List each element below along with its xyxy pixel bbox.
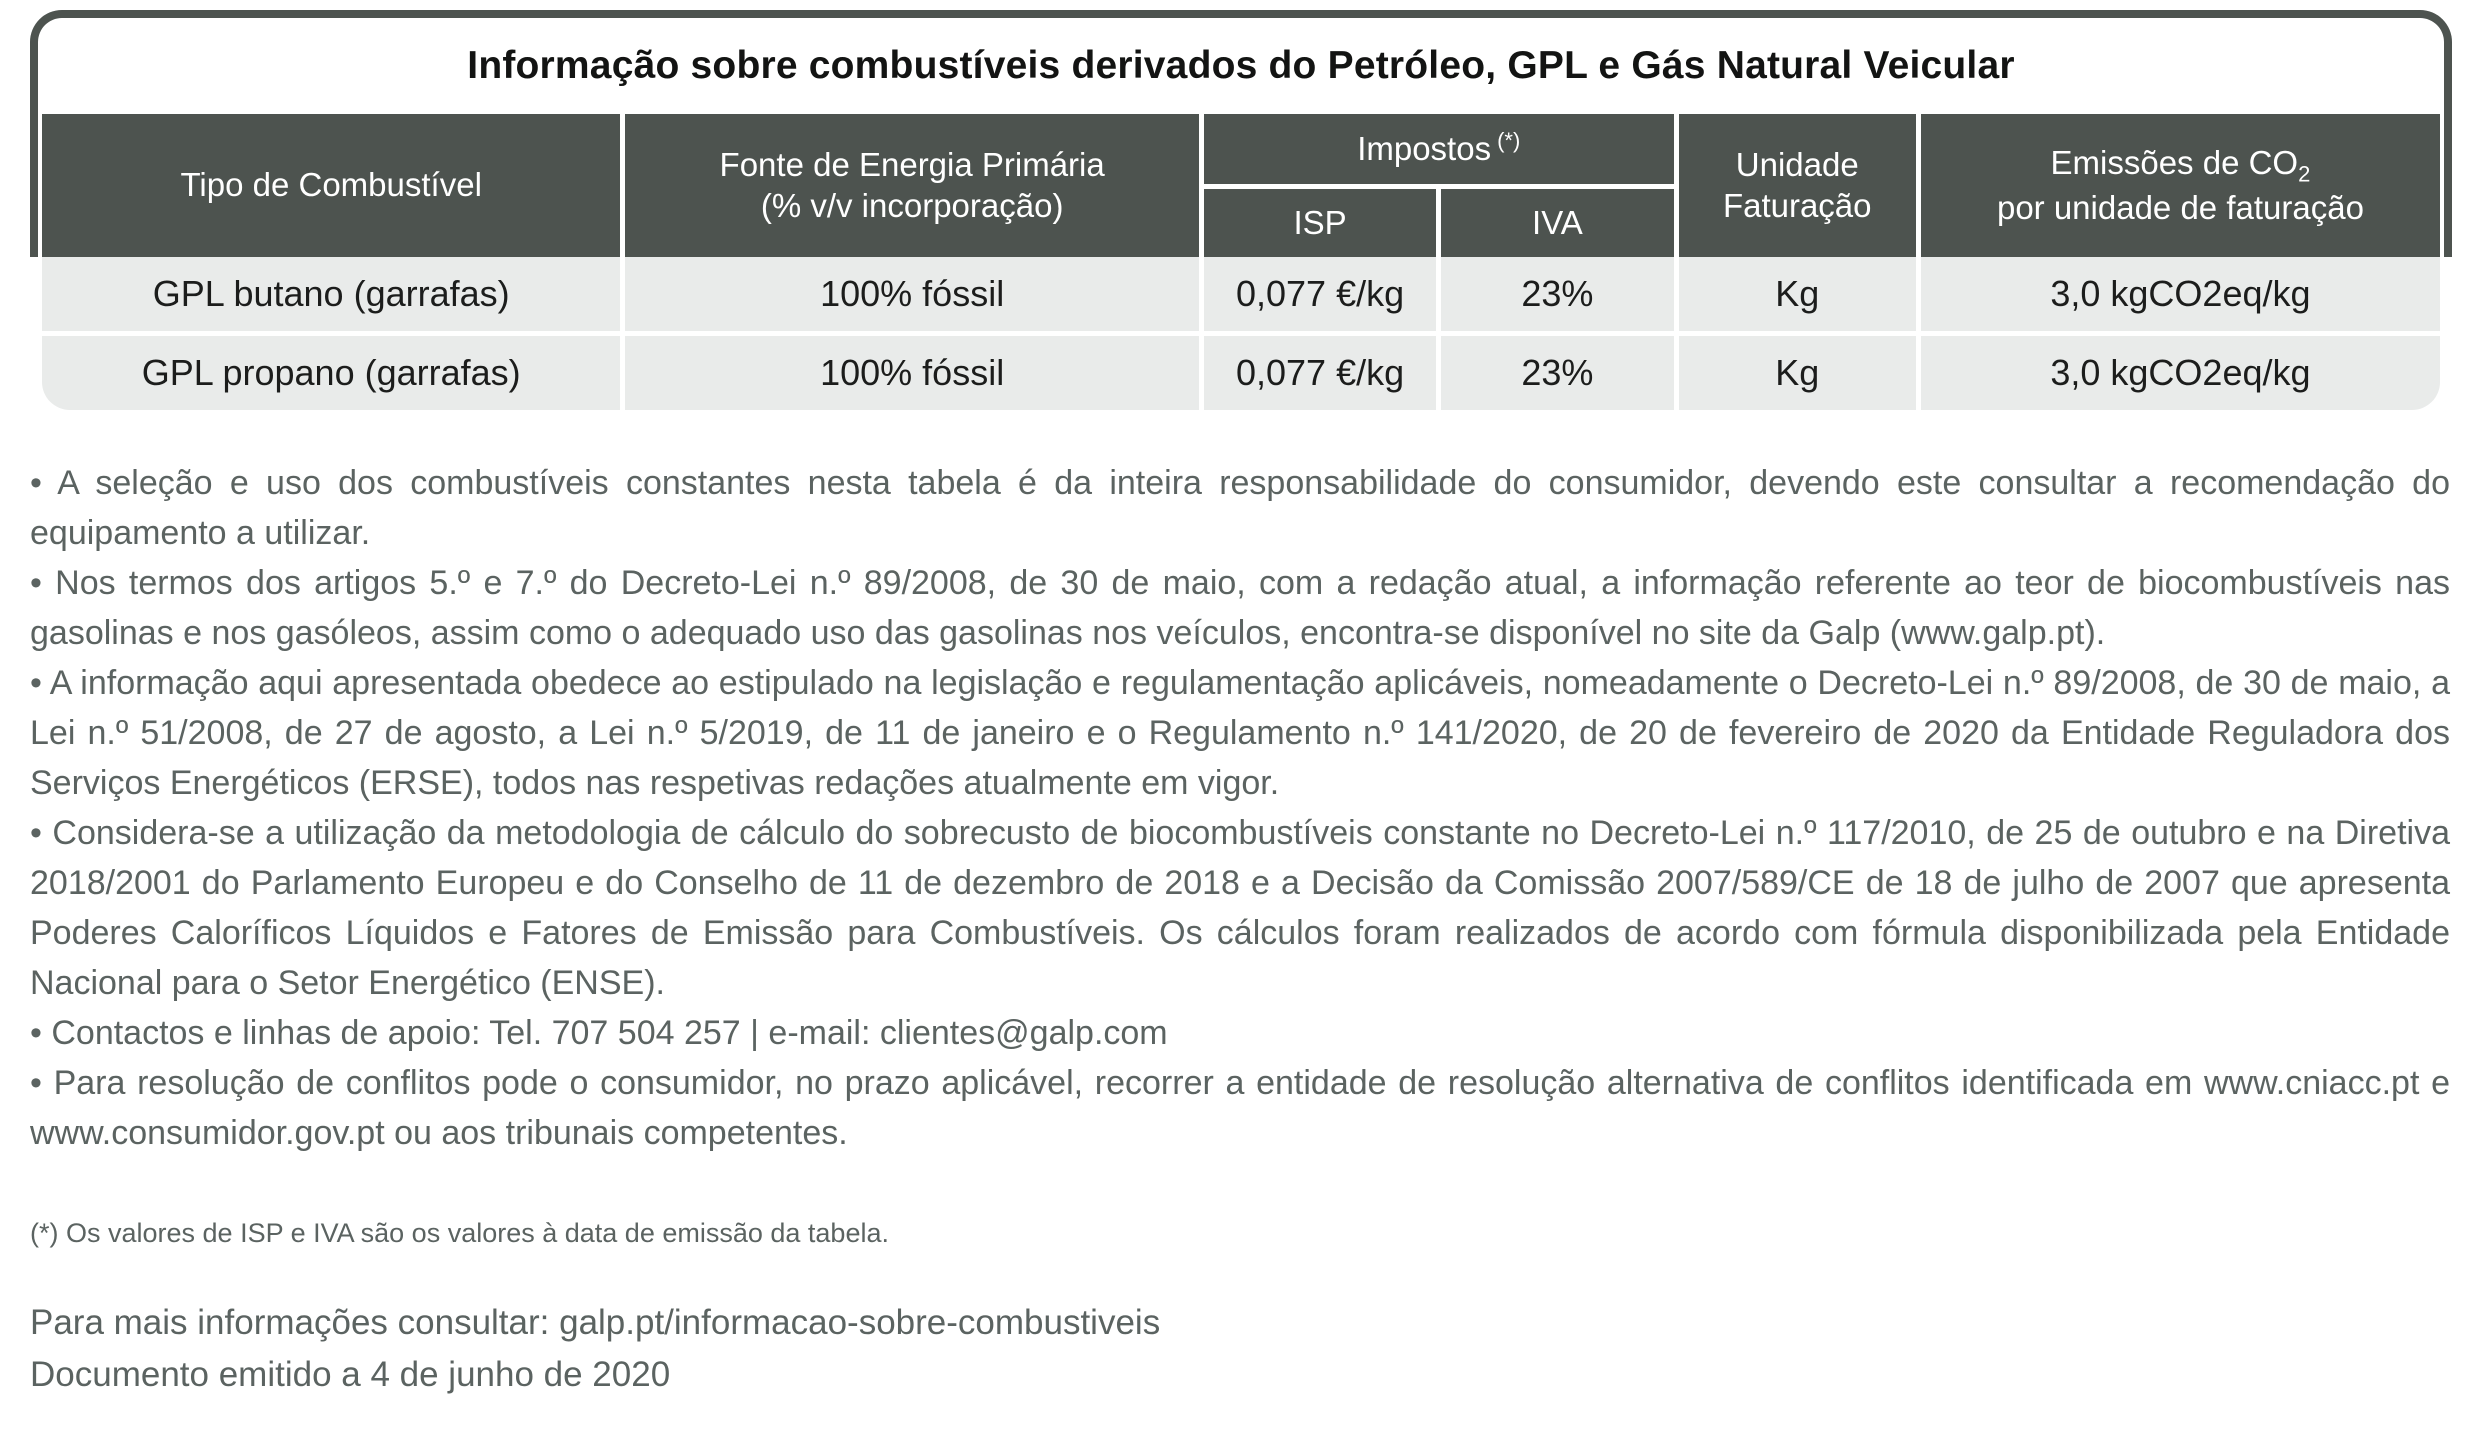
table-row-1-isp: 0,077 €/kg xyxy=(1203,257,1437,331)
col-header-energy-source: Fonte de Energia Primária (% v/v incorpo… xyxy=(625,114,1199,257)
table-row-2-unit: Kg xyxy=(1678,336,1916,410)
table-row-1-iva: 23% xyxy=(1441,257,1674,331)
table-row-2-emissions: 3,0 kgCO2eq/kg xyxy=(1920,336,2440,410)
note-dispute-resolution: • Para resolução de conflitos pode o con… xyxy=(30,1064,2450,1152)
table-row-2-source: 100% fóssil xyxy=(625,336,1199,410)
document-footer: Para mais informações consultar: galp.pt… xyxy=(30,1297,2450,1401)
col-header-iva: IVA xyxy=(1441,189,1674,257)
isp-iva-footnote: (*) Os valores de ISP e IVA são os valor… xyxy=(30,1218,889,1248)
col-header-billing-unit-line1: Unidade xyxy=(1735,146,1859,184)
table-row-1-unit: Kg xyxy=(1678,257,1916,331)
col-header-isp-label: ISP xyxy=(1293,203,1347,241)
col-header-energy-source-line1: Fonte de Energia Primária xyxy=(719,146,1105,184)
table-row-2-isp: 0,077 €/kg xyxy=(1203,336,1437,410)
col-header-emissions-line2: por unidade de faturação xyxy=(1996,189,2364,227)
note-biofuel-content-info: • Nos termos dos artigos 5.º e 7.º do De… xyxy=(30,564,2450,652)
legal-notes: • A seleção e uso dos combustíveis const… xyxy=(30,458,2450,1158)
col-header-isp: ISP xyxy=(1203,189,1437,257)
col-header-billing-unit: Unidade Faturação xyxy=(1678,114,1916,257)
col-header-fuel-type: Tipo de Combustível xyxy=(42,114,621,257)
footer-issue-date: Documento emitido a 4 de junho de 2020 xyxy=(30,1355,671,1394)
table-row-1-fuel: GPL butano (garrafas) xyxy=(42,257,621,331)
col-header-billing-unit-line2: Faturação xyxy=(1722,186,1872,224)
col-header-energy-source-line2: (% v/v incorporação) xyxy=(760,186,1064,224)
col-header-emissions: Emissões de CO2 por unidade de faturação xyxy=(1920,114,2440,257)
note-consumer-responsibility: • A seleção e uso dos combustíveis const… xyxy=(30,464,2450,552)
col-header-taxes: Impostos (*) xyxy=(1203,114,1674,184)
col-header-iva-label: IVA xyxy=(1532,203,1583,241)
table-header: Tipo de Combustível Fonte de Energia Pri… xyxy=(42,114,2440,257)
col-header-emissions-line1: Emissões de CO xyxy=(2050,143,2299,181)
note-legislation-compliance: • A informação aqui apresentada obedece … xyxy=(30,664,2450,802)
col-header-taxes-label: Impostos xyxy=(1357,130,1492,168)
col-header-fuel-type-label: Tipo de Combustível xyxy=(180,166,482,204)
co2-subscript: 2 xyxy=(2298,161,2311,187)
fuel-table: Informação sobre combustíveis derivados … xyxy=(30,10,2452,410)
table-row-1-emissions: 3,0 kgCO2eq/kg xyxy=(1920,257,2440,331)
fuel-info-document: Informação sobre combustíveis derivados … xyxy=(30,10,2452,1401)
table-row-2-fuel: GPL propano (garrafas) xyxy=(42,336,621,410)
taxes-footnote-marker: (*) xyxy=(1497,128,1521,154)
note-contacts: • Contactos e linhas de apoio: Tel. 707 … xyxy=(30,1014,1168,1052)
footer-more-info: Para mais informações consultar: galp.pt… xyxy=(30,1303,1161,1342)
table-body: GPL butano (garrafas) 100% fóssil 0,077 … xyxy=(42,257,2440,410)
note-calculation-methodology: • Considera-se a utilização da metodolog… xyxy=(30,814,2450,1002)
fuel-table-top-frame: Informação sobre combustíveis derivados … xyxy=(30,10,2452,257)
table-row-2-iva: 23% xyxy=(1441,336,1674,410)
table-row-1-source: 100% fóssil xyxy=(625,257,1199,331)
table-title: Informação sobre combustíveis derivados … xyxy=(467,44,2015,87)
